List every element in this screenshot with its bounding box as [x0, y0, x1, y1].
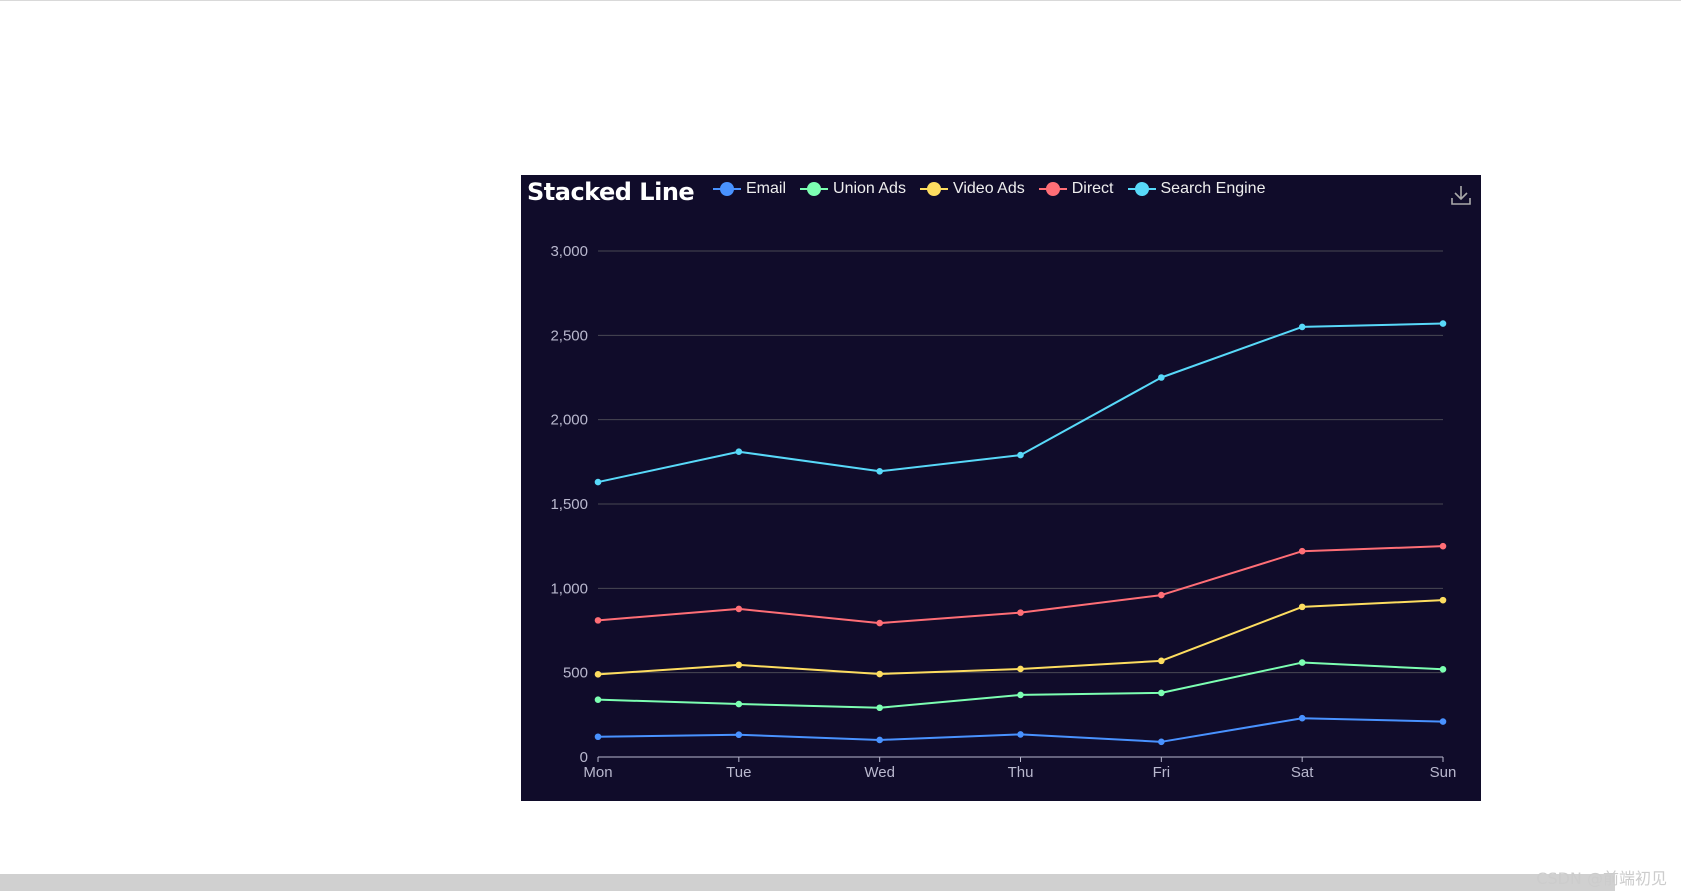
data-point-email [1439, 718, 1447, 725]
data-point-video-ads [1158, 657, 1165, 665]
horizontal-scrollbar[interactable] [0, 874, 1615, 891]
y-tick-label: 1,000 [550, 580, 588, 597]
chart-legend: Email Union Ads Video Ads Direct Search … [713, 177, 1279, 201]
data-point-search-engine [876, 467, 883, 475]
legend-swatch-icon [1127, 182, 1156, 196]
x-tick-label: Tue [726, 764, 751, 781]
legend-label: Search Engine [1160, 180, 1266, 197]
data-point-search-engine [1298, 323, 1306, 331]
data-point-direct [735, 605, 743, 613]
data-point-search-engine [1158, 374, 1165, 381]
series-line-email [597, 717, 1444, 743]
data-point-direct [1158, 591, 1165, 599]
data-point-video-ads [1017, 665, 1024, 673]
data-point-video-ads [594, 671, 602, 678]
y-tick-label: 2,500 [550, 327, 588, 344]
legend-item-video-ads[interactable]: Video Ads [919, 179, 1025, 199]
chart-title: Stacked Line [527, 178, 695, 206]
x-tick-label: Wed [864, 764, 895, 781]
x-tick-label: Mon [583, 764, 612, 781]
data-point-email [1158, 738, 1165, 746]
y-tick-label: 1,500 [550, 496, 588, 513]
chart-plot: 0 500 1,000 1,500 2,000 2,500 3,000 Mon Tue Wed Th… [550, 243, 1457, 781]
data-point-video-ads [1439, 596, 1447, 604]
data-point-email [876, 736, 883, 744]
chart-panel: 0 500 1,000 1,500 2,000 2,500 3,000 Mon Tue Wed Th… [521, 175, 1481, 801]
legend-label: Email [746, 180, 787, 197]
x-tick-label: Thu [1008, 764, 1034, 781]
data-point-search-engine [1017, 451, 1024, 459]
data-point-union-ads [735, 700, 743, 708]
legend-swatch-icon [919, 182, 948, 196]
legend-label: Direct [1071, 180, 1114, 197]
data-point-union-ads [594, 696, 602, 703]
legend-item-union-ads[interactable]: Union Ads [800, 179, 906, 199]
y-tick-label: 0 [580, 749, 588, 766]
legend-item-direct[interactable]: Direct [1038, 179, 1114, 199]
data-point-union-ads [1439, 665, 1447, 673]
legend-label: Union Ads [833, 180, 906, 197]
data-point-video-ads [1298, 603, 1306, 611]
download-icon[interactable] [1449, 183, 1473, 207]
data-point-email [1298, 714, 1306, 722]
legend-item-email[interactable]: Email [713, 179, 786, 199]
x-tick-label: Fri [1153, 764, 1171, 781]
y-tick-label: 2,000 [550, 412, 588, 429]
legend-label: Video Ads [952, 180, 1025, 197]
data-point-search-engine [1439, 320, 1447, 327]
x-tick-label: Sat [1291, 764, 1314, 781]
data-point-search-engine [594, 478, 602, 486]
data-point-email [735, 731, 743, 739]
legend-item-search-engine[interactable]: Search Engine [1127, 179, 1266, 199]
legend-swatch-icon [713, 182, 741, 196]
data-point-video-ads [735, 661, 743, 669]
legend-swatch-icon [800, 182, 829, 196]
data-point-union-ads [1158, 689, 1165, 697]
data-point-direct [1298, 547, 1306, 555]
data-point-direct [594, 617, 602, 624]
data-point-union-ads [876, 704, 883, 712]
y-tick-label: 3,000 [550, 243, 588, 260]
y-tick-label: 500 [563, 665, 588, 682]
legend-swatch-icon [1038, 182, 1067, 196]
data-point-direct [1439, 542, 1447, 550]
data-point-email [594, 733, 602, 741]
data-point-video-ads [876, 670, 883, 678]
watermark: CSDN @前端初见 [1536, 869, 1667, 888]
data-point-direct [876, 619, 883, 627]
data-point-search-engine [735, 448, 743, 456]
data-point-email [1017, 731, 1024, 738]
data-point-union-ads [1017, 691, 1024, 699]
data-point-union-ads [1298, 659, 1306, 666]
data-point-direct [1017, 609, 1024, 616]
x-tick-label: Sun [1430, 764, 1457, 781]
